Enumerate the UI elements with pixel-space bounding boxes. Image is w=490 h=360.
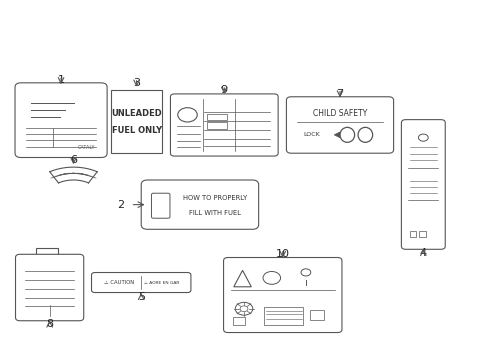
FancyBboxPatch shape xyxy=(171,94,278,156)
Text: ⚠ CAUTION: ⚠ CAUTION xyxy=(104,280,134,285)
Polygon shape xyxy=(334,132,340,138)
Text: 1: 1 xyxy=(57,75,65,85)
Text: 7: 7 xyxy=(337,89,343,99)
FancyBboxPatch shape xyxy=(287,97,393,153)
FancyBboxPatch shape xyxy=(419,231,426,237)
Text: UNLEADED: UNLEADED xyxy=(111,109,162,118)
Text: FUEL ONLY: FUEL ONLY xyxy=(112,126,162,135)
Text: FILL WITH FUEL: FILL WITH FUEL xyxy=(189,210,241,216)
Text: 9: 9 xyxy=(220,85,228,95)
FancyBboxPatch shape xyxy=(92,273,191,293)
FancyBboxPatch shape xyxy=(151,193,170,218)
Text: 5: 5 xyxy=(138,292,145,302)
FancyBboxPatch shape xyxy=(16,254,84,321)
FancyBboxPatch shape xyxy=(207,122,227,129)
Text: 3: 3 xyxy=(133,78,140,88)
Text: 6: 6 xyxy=(70,156,77,165)
FancyBboxPatch shape xyxy=(111,90,162,153)
FancyBboxPatch shape xyxy=(310,310,324,320)
FancyBboxPatch shape xyxy=(141,180,259,229)
FancyBboxPatch shape xyxy=(15,83,107,157)
Text: 8: 8 xyxy=(46,319,53,329)
Text: 2: 2 xyxy=(117,200,124,210)
FancyBboxPatch shape xyxy=(207,113,227,120)
Polygon shape xyxy=(234,270,251,287)
Text: LOCK: LOCK xyxy=(303,132,320,138)
FancyBboxPatch shape xyxy=(223,257,342,333)
Text: CHILD SAFETY: CHILD SAFETY xyxy=(313,109,367,118)
FancyBboxPatch shape xyxy=(265,307,303,325)
Text: ⚠ AORE EN GAR: ⚠ AORE EN GAR xyxy=(144,280,179,284)
FancyBboxPatch shape xyxy=(36,248,58,259)
Text: CATALY: CATALY xyxy=(78,145,96,150)
FancyBboxPatch shape xyxy=(401,120,445,249)
Text: 4: 4 xyxy=(420,248,427,257)
FancyBboxPatch shape xyxy=(410,231,416,237)
FancyBboxPatch shape xyxy=(233,317,245,325)
Text: 10: 10 xyxy=(276,249,290,259)
Text: HOW TO PROPERLY: HOW TO PROPERLY xyxy=(183,195,247,201)
